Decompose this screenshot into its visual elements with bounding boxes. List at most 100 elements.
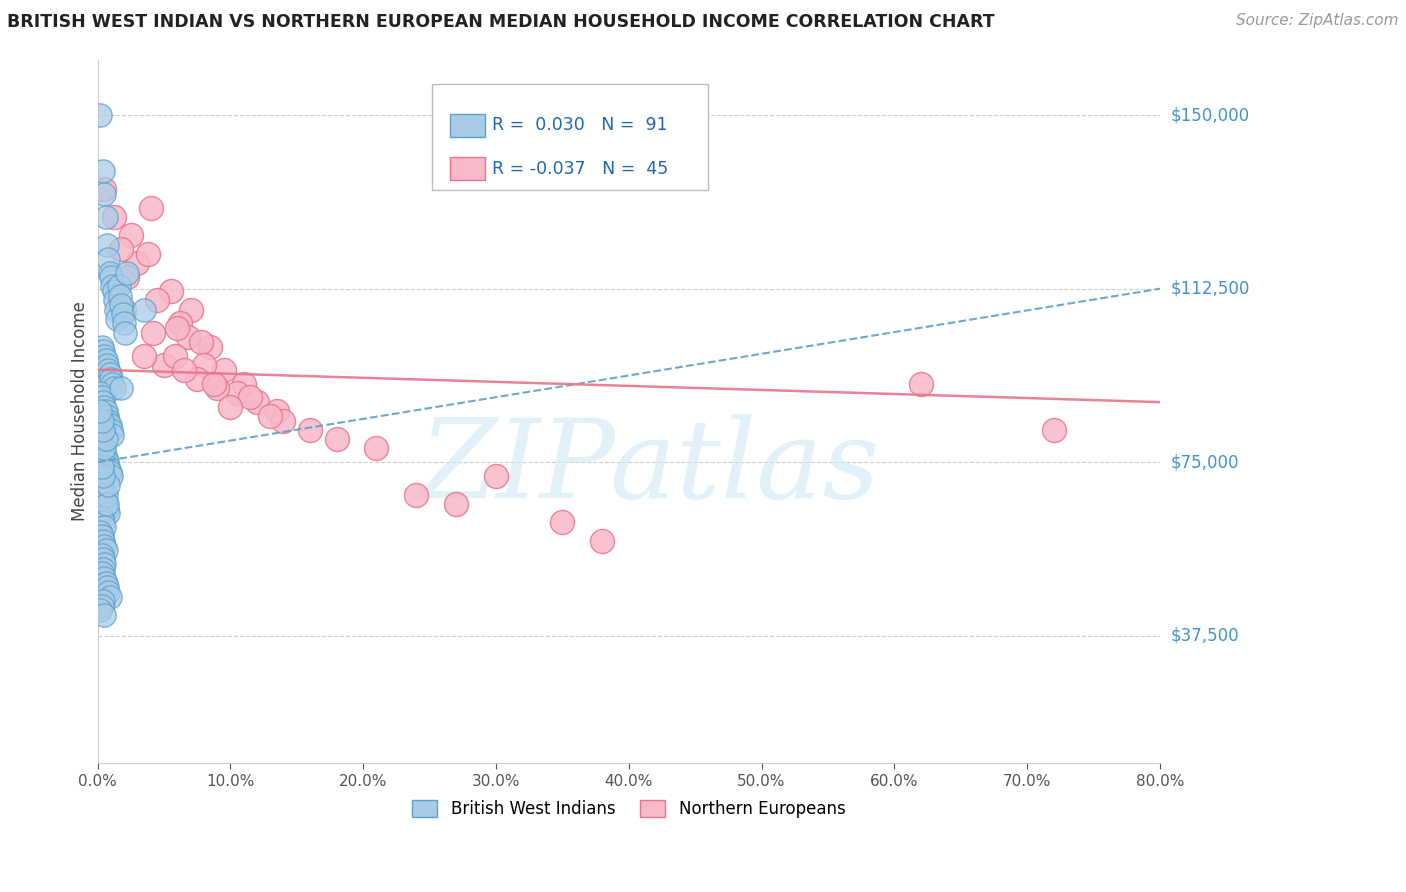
Point xyxy=(325,432,347,446)
Point xyxy=(101,427,124,442)
Point xyxy=(97,478,120,492)
Point xyxy=(91,488,114,502)
Text: Source: ZipAtlas.com: Source: ZipAtlas.com xyxy=(1236,13,1399,29)
Point xyxy=(273,414,295,428)
Point xyxy=(90,483,112,497)
Point xyxy=(190,334,212,349)
Point xyxy=(232,376,254,391)
Point xyxy=(100,469,122,483)
Point xyxy=(89,404,111,418)
Text: $75,000: $75,000 xyxy=(1171,453,1240,471)
Point xyxy=(166,321,188,335)
Point xyxy=(114,326,136,340)
Point xyxy=(219,400,242,414)
Point xyxy=(96,501,118,516)
Point xyxy=(91,533,114,548)
Point xyxy=(239,391,262,405)
Point xyxy=(97,506,120,520)
Legend: British West Indians, Northern Europeans: British West Indians, Northern Europeans xyxy=(405,794,852,825)
Point xyxy=(98,465,121,479)
Point xyxy=(96,455,118,469)
Text: $150,000: $150,000 xyxy=(1171,106,1250,124)
Point xyxy=(108,279,131,293)
Point xyxy=(142,326,165,340)
Point xyxy=(91,395,114,409)
Point xyxy=(115,266,138,280)
Point xyxy=(98,418,121,433)
Text: ZIPatlas: ZIPatlas xyxy=(420,414,880,522)
Point xyxy=(180,302,202,317)
Point xyxy=(91,163,114,178)
Point xyxy=(93,571,115,585)
Point xyxy=(132,349,155,363)
Point xyxy=(89,432,111,446)
Point xyxy=(105,302,128,317)
Point xyxy=(108,288,131,302)
Point xyxy=(112,317,135,331)
Point xyxy=(94,404,117,418)
Point xyxy=(90,599,112,613)
Point xyxy=(591,533,613,548)
Point xyxy=(94,497,117,511)
Point xyxy=(120,228,142,243)
Point xyxy=(94,575,117,590)
Point xyxy=(132,302,155,317)
Point xyxy=(551,516,574,530)
FancyBboxPatch shape xyxy=(450,157,485,180)
Point xyxy=(93,520,115,534)
Point xyxy=(97,459,120,474)
Point xyxy=(177,330,200,344)
Point xyxy=(115,270,138,285)
Point xyxy=(93,539,115,553)
Text: $37,500: $37,500 xyxy=(1171,627,1240,645)
Point xyxy=(91,469,114,483)
FancyBboxPatch shape xyxy=(450,113,485,136)
Point xyxy=(100,270,122,285)
Point xyxy=(110,243,132,257)
Point xyxy=(246,395,269,409)
Point xyxy=(90,566,112,581)
Point xyxy=(89,524,111,539)
Point xyxy=(90,340,112,354)
Point xyxy=(204,376,226,391)
Point xyxy=(103,381,125,395)
Point xyxy=(89,385,111,400)
Point xyxy=(111,307,134,321)
Text: R = -0.037   N =  45: R = -0.037 N = 45 xyxy=(492,160,668,178)
Point xyxy=(96,580,118,594)
Point xyxy=(94,353,117,368)
Point xyxy=(98,368,121,382)
Point xyxy=(90,391,112,405)
Point xyxy=(169,317,191,331)
Point xyxy=(193,358,215,372)
Y-axis label: Median Household Income: Median Household Income xyxy=(72,301,89,521)
Point xyxy=(94,543,117,558)
Point xyxy=(93,349,115,363)
Point xyxy=(146,293,169,308)
Point xyxy=(103,284,125,298)
Point xyxy=(100,372,122,386)
Point xyxy=(97,585,120,599)
Point xyxy=(112,302,135,317)
Point xyxy=(100,423,122,437)
Point xyxy=(93,182,115,196)
Point xyxy=(103,210,125,224)
Point xyxy=(910,376,932,391)
Point xyxy=(90,459,112,474)
Point xyxy=(90,511,112,525)
Point xyxy=(89,108,111,122)
Point xyxy=(97,252,120,266)
Point xyxy=(93,446,115,460)
Point xyxy=(93,607,115,622)
Point xyxy=(1042,423,1064,437)
Point xyxy=(444,497,467,511)
Point xyxy=(366,442,388,456)
Point xyxy=(93,557,115,571)
Point xyxy=(90,474,112,488)
Point xyxy=(94,488,117,502)
Point xyxy=(98,266,121,280)
Point xyxy=(159,284,181,298)
Point xyxy=(90,414,112,428)
Point xyxy=(101,279,124,293)
Point xyxy=(91,442,114,456)
